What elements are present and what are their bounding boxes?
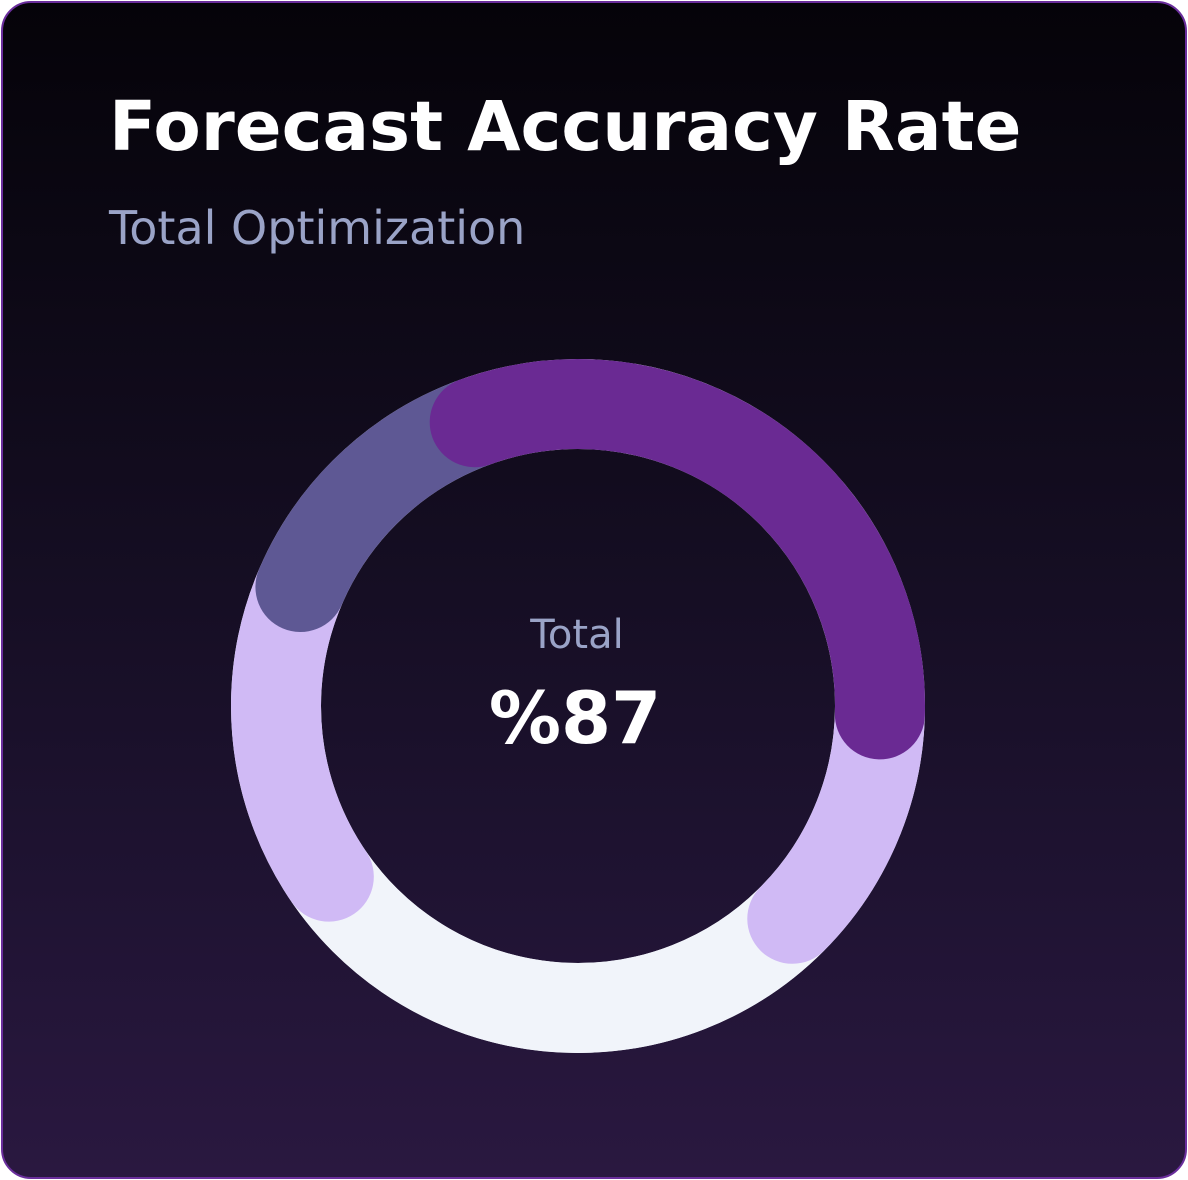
donut-center-label: Total [529,612,623,658]
donut-center-value: %87 [489,676,661,760]
donut-chart: Total %87 [231,359,925,1053]
card-title: Forecast Accuracy Rate [109,87,1022,167]
card-subtitle: Total Optimization [109,201,526,255]
donut-segments [231,359,925,1053]
donut-segment-1 [429,359,925,760]
donut-segment-3 [291,850,825,1053]
